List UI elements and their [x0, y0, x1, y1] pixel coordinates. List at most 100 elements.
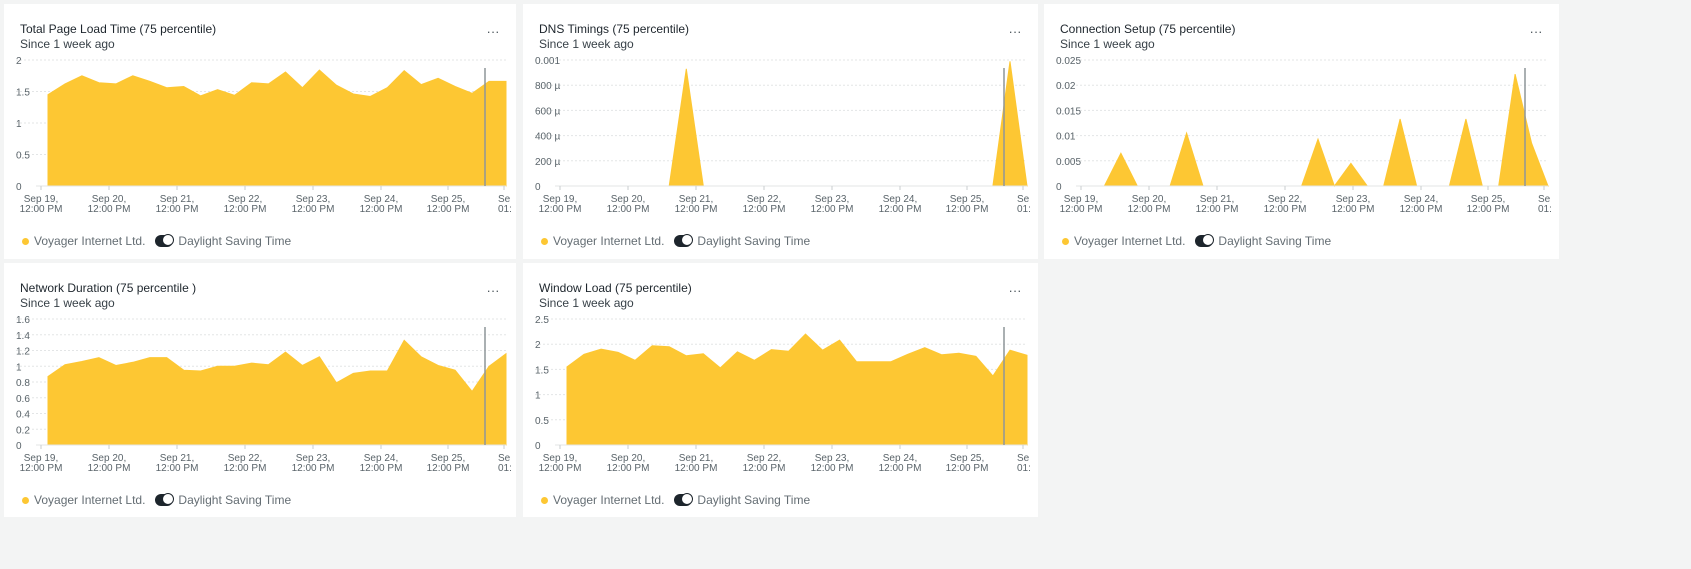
- x-tick-label: 12:00 PM: [1467, 204, 1510, 215]
- series-area[interactable]: [566, 333, 1028, 446]
- y-tick-label: 1.6: [16, 315, 30, 326]
- more-options-button[interactable]: ···: [1008, 283, 1022, 298]
- y-tick-label: 0.6: [16, 394, 30, 405]
- y-tick-label: 1.4: [16, 331, 30, 342]
- y-tick-label: 0: [1056, 182, 1062, 193]
- series-area[interactable]: [47, 69, 507, 187]
- y-tick-label: 0.01: [1056, 132, 1076, 143]
- x-tick-label: 12:00 PM: [1128, 204, 1171, 215]
- x-tick-label: Sep 25,: [1471, 194, 1505, 205]
- chart-title: Window Load (75 percentile): [539, 281, 692, 295]
- series-area[interactable]: [47, 339, 507, 446]
- y-tick-label: 1.5: [535, 365, 549, 376]
- y-tick-label: 0: [535, 441, 541, 452]
- more-options-button[interactable]: ···: [1008, 24, 1022, 39]
- legend-color-dot-icon: [22, 237, 29, 245]
- chart-card: Network Duration (75 percentile ) Since 1…: [4, 263, 516, 517]
- x-tick-label: 12:00 PM: [20, 204, 63, 215]
- toggle-knob: [162, 493, 175, 505]
- more-options-button[interactable]: ···: [486, 24, 500, 39]
- x-tick-label: 01:: [1017, 204, 1031, 215]
- x-tick-label: 12:00 PM: [1196, 204, 1239, 215]
- x-tick-label: 12:00 PM: [292, 204, 335, 215]
- x-tick-label: 12:00 PM: [539, 204, 582, 215]
- y-tick-label: 0.02: [1056, 81, 1076, 92]
- daylight-saving-toggle[interactable]: [1195, 234, 1215, 247]
- daylight-saving-label: Daylight Saving Time: [697, 234, 811, 248]
- y-tick-label: 0.025: [1056, 56, 1081, 67]
- x-tick-label: 01:: [498, 204, 512, 215]
- series-area[interactable]: [567, 61, 1028, 187]
- daylight-saving-toggle[interactable]: [155, 234, 175, 247]
- x-tick-label: Sep 22,: [747, 194, 781, 205]
- x-tick-label: Sep 19,: [543, 194, 577, 205]
- daylight-saving-toggle[interactable]: [155, 493, 175, 506]
- x-tick-label: Sep 21,: [679, 194, 713, 205]
- x-tick-label: 12:00 PM: [675, 204, 718, 215]
- x-tick-label: 12:00 PM: [811, 204, 854, 215]
- daylight-saving-toggle[interactable]: [674, 234, 694, 247]
- x-tick-label: 12:00 PM: [156, 463, 199, 474]
- legend-item-voyager[interactable]: Voyager Internet Ltd.: [22, 493, 145, 507]
- toggle-knob: [1202, 234, 1215, 246]
- legend-item-voyager[interactable]: Voyager Internet Ltd.: [1062, 234, 1185, 248]
- chart-subtitle: Since 1 week ago: [1060, 37, 1155, 51]
- x-tick-label: Sep 25,: [431, 453, 465, 464]
- y-tick-label: 0.2: [16, 425, 30, 436]
- x-tick-label: 12:00 PM: [743, 204, 786, 215]
- daylight-saving-label: Daylight Saving Time: [178, 234, 292, 248]
- x-tick-label: Sep 24,: [883, 194, 917, 205]
- x-tick-label: 12:00 PM: [946, 204, 989, 215]
- more-options-button[interactable]: ···: [486, 283, 500, 298]
- chart-card: Total Page Load Time (75 percentile) Sinc…: [4, 4, 516, 259]
- daylight-saving-label: Daylight Saving Time: [1218, 234, 1332, 248]
- chart-card: Connection Setup (75 percentile) Since 1 …: [1044, 4, 1559, 259]
- chart-title: Total Page Load Time (75 percentile): [20, 22, 217, 36]
- x-tick-label: Sep 25,: [431, 194, 465, 205]
- y-tick-label: 0.015: [1056, 106, 1081, 117]
- x-tick-label: Se: [498, 194, 511, 205]
- x-tick-label: 12:00 PM: [224, 204, 267, 215]
- x-tick-label: 12:00 PM: [88, 204, 131, 215]
- legend-series-label: Voyager Internet Ltd.: [553, 493, 665, 507]
- toggle-knob: [681, 234, 694, 246]
- x-tick-label: Sep 22,: [228, 453, 262, 464]
- y-tick-label: 0.001: [535, 56, 560, 67]
- legend-color-dot-icon: [1062, 237, 1069, 245]
- y-tick-label: 1.2: [16, 347, 30, 358]
- x-tick-label: 12:00 PM: [1264, 204, 1307, 215]
- y-tick-label: 0: [535, 182, 541, 193]
- legend-item-voyager[interactable]: Voyager Internet Ltd.: [541, 234, 664, 248]
- x-tick-label: 12:00 PM: [224, 463, 267, 474]
- legend-item-voyager[interactable]: Voyager Internet Ltd.: [22, 234, 145, 248]
- x-tick-label: Sep 19,: [1064, 194, 1098, 205]
- chart-title: Connection Setup (75 percentile): [1060, 22, 1236, 36]
- legend-item-voyager[interactable]: Voyager Internet Ltd.: [541, 493, 664, 507]
- x-tick-label: 12:00 PM: [811, 463, 854, 474]
- legend-series-label: Voyager Internet Ltd.: [34, 234, 146, 248]
- toggle-knob: [162, 234, 175, 246]
- daylight-saving-toggle[interactable]: [674, 493, 694, 506]
- x-tick-label: 12:00 PM: [879, 204, 922, 215]
- x-tick-label: 12:00 PM: [20, 463, 63, 474]
- x-tick-label: 12:00 PM: [427, 463, 470, 474]
- y-tick-label: 200 µ: [535, 157, 560, 168]
- x-tick-label: 12:00 PM: [292, 463, 335, 474]
- chart-card: DNS Timings (75 percentile) Since 1 week …: [523, 4, 1038, 259]
- y-tick-label: 0.4: [16, 410, 30, 421]
- x-tick-label: Sep 24,: [364, 453, 398, 464]
- y-tick-label: 0.5: [16, 151, 30, 162]
- x-tick-label: 01:: [498, 463, 512, 474]
- x-tick-label: Sep 24,: [883, 453, 917, 464]
- series-area[interactable]: [1088, 73, 1549, 188]
- x-tick-label: Sep 20,: [611, 194, 645, 205]
- chart-subtitle: Since 1 week ago: [539, 37, 634, 51]
- x-tick-label: Sep 20,: [92, 194, 126, 205]
- more-options-button[interactable]: ···: [1529, 24, 1543, 39]
- x-tick-label: 01:: [1538, 204, 1552, 215]
